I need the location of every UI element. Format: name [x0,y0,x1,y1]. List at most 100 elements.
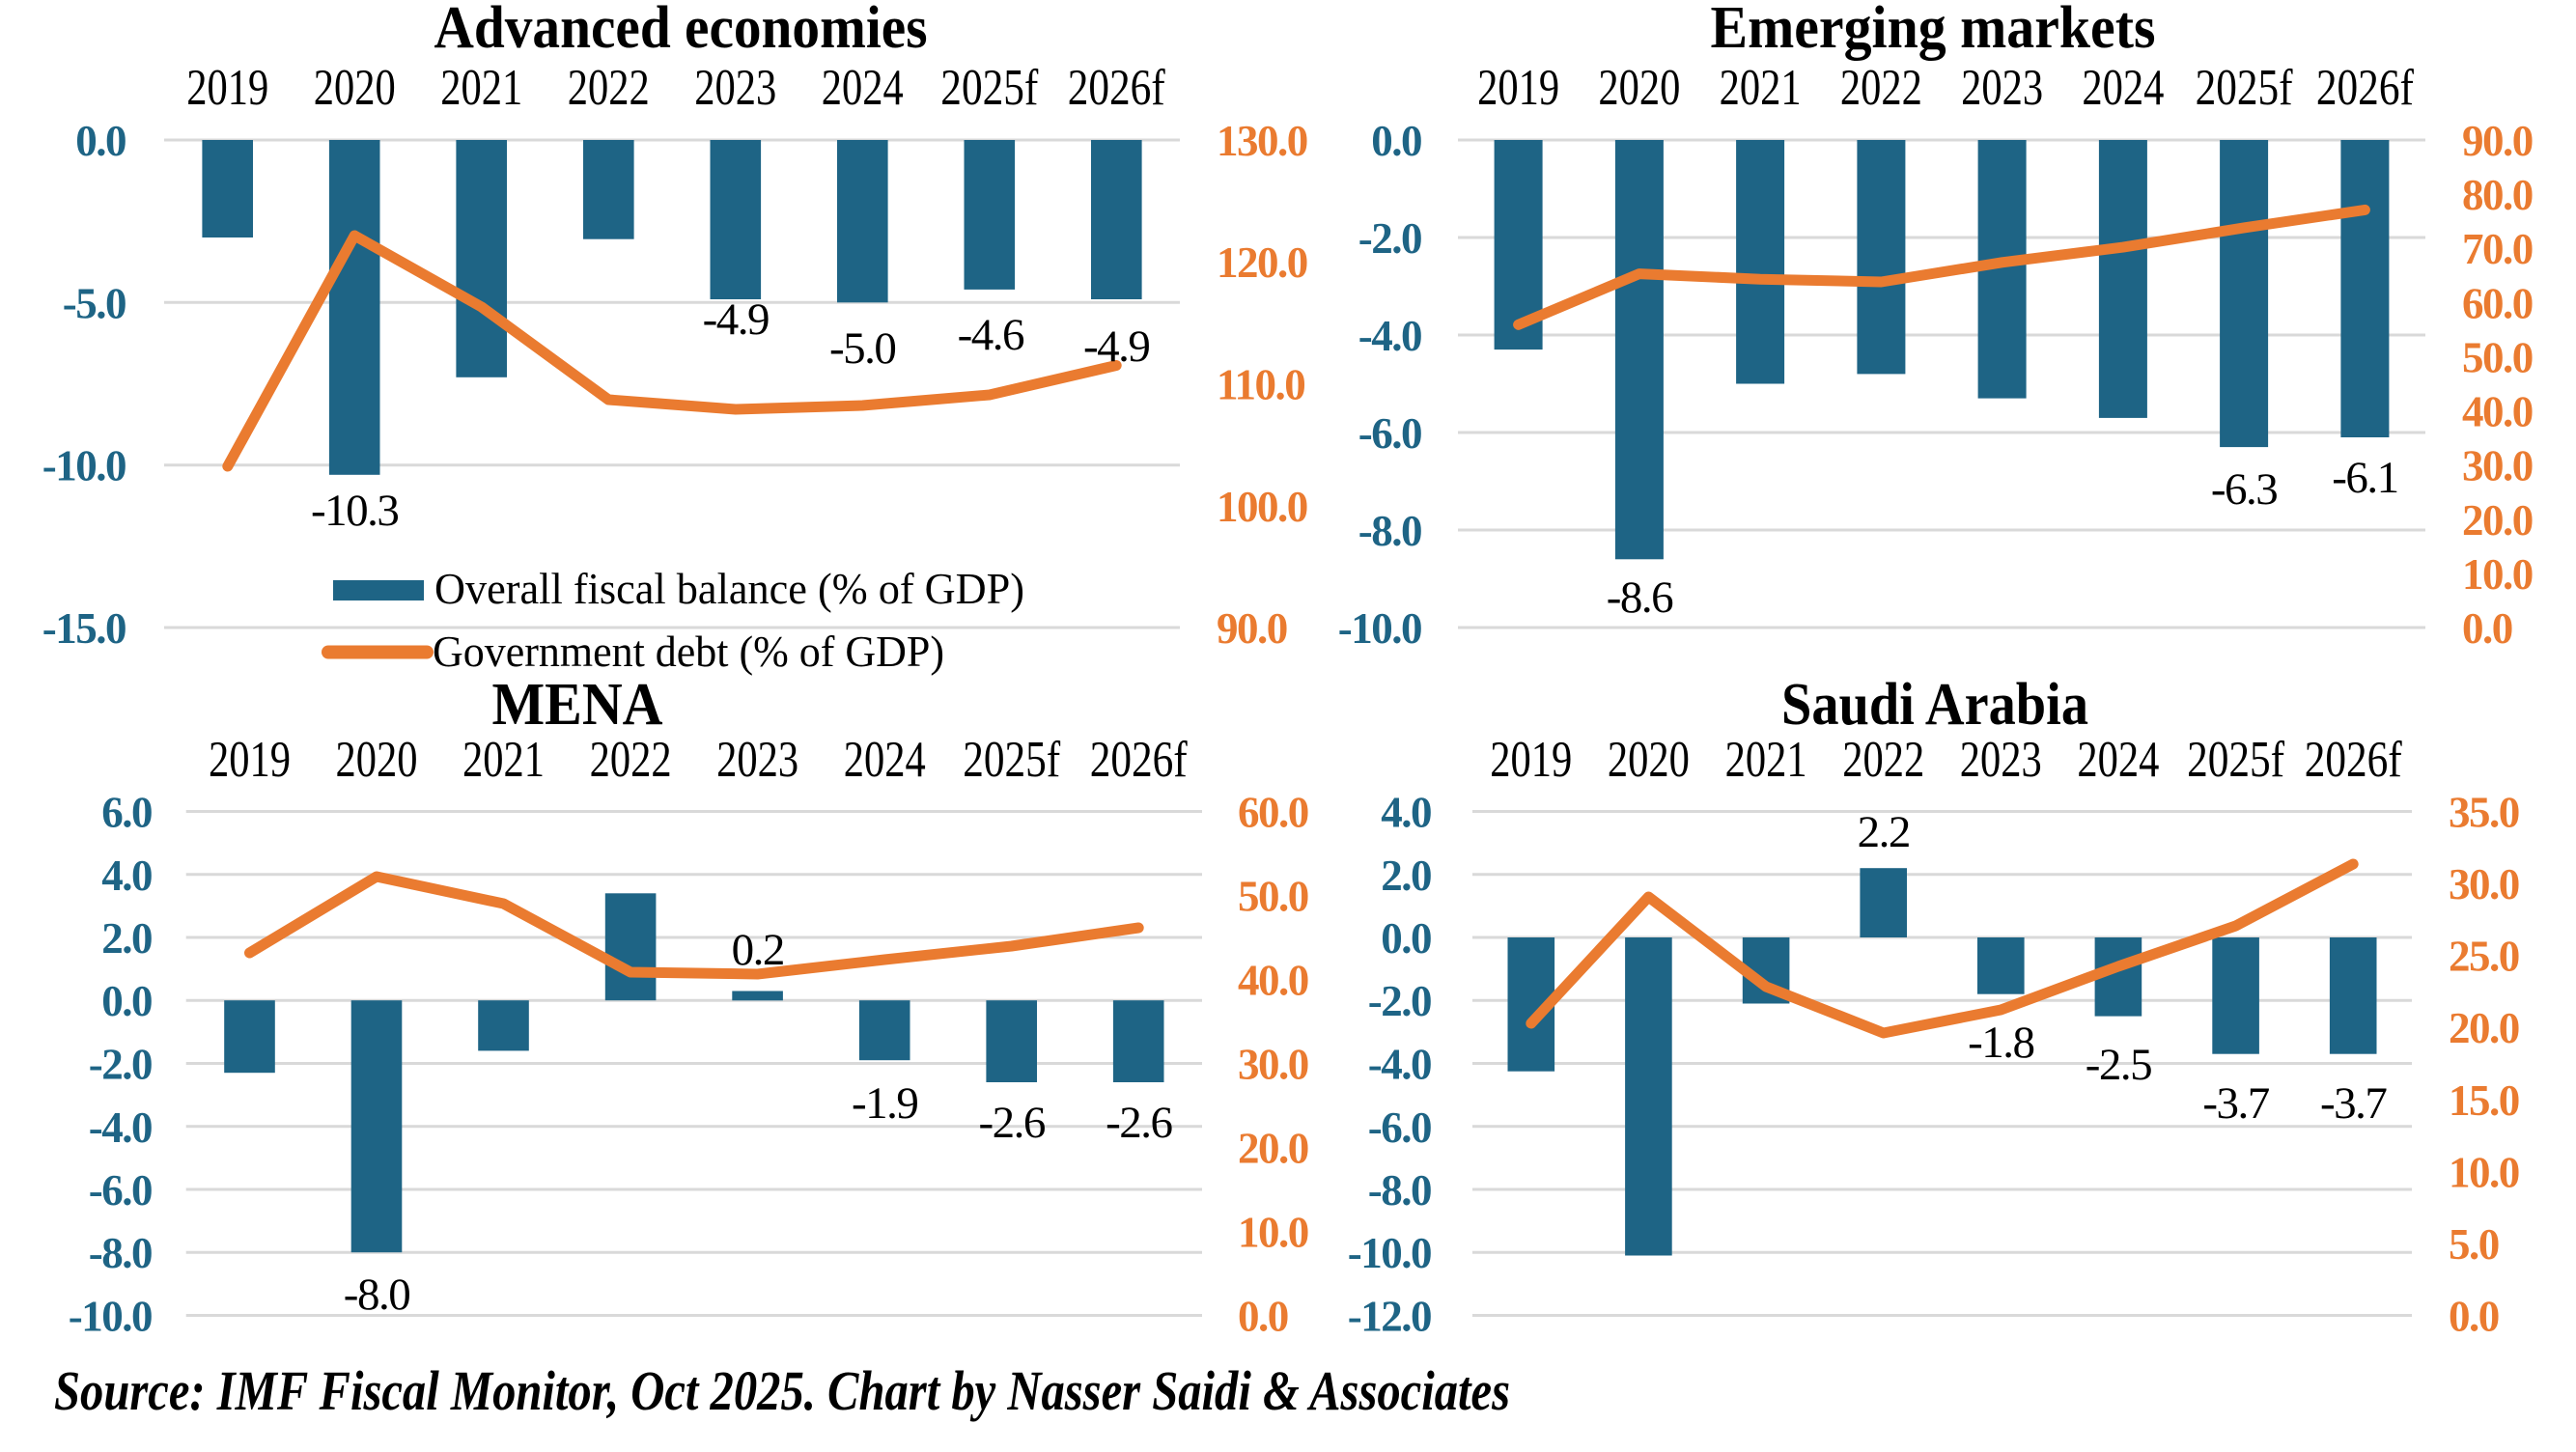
svg-text:2023: 2023 [1961,60,2043,116]
svg-text:-2.6: -2.6 [1106,1098,1172,1148]
svg-text:2019: 2019 [1490,732,1572,788]
svg-text:30.0: 30.0 [2462,442,2533,490]
svg-text:Overall fiscal balance (% of G: Overall fiscal balance (% of GDP) [434,564,1024,613]
svg-text:-8.0: -8.0 [344,1270,409,1320]
svg-text:-6.0: -6.0 [89,1166,152,1215]
svg-text:0.0: 0.0 [2449,1293,2499,1341]
svg-text:90.0: 90.0 [1217,604,1287,653]
svg-text:40.0: 40.0 [2462,388,2533,436]
svg-text:20.0: 20.0 [2449,1004,2519,1052]
svg-text:2026f: 2026f [1090,732,1188,788]
svg-text:35.0: 35.0 [2449,789,2519,837]
svg-text:50.0: 50.0 [2462,333,2533,381]
svg-text:-8.0: -8.0 [89,1229,152,1277]
svg-text:5.0: 5.0 [2449,1220,2499,1269]
svg-text:-6.3: -6.3 [2211,464,2277,515]
svg-text:2022: 2022 [1840,60,1922,116]
svg-text:0.0: 0.0 [2462,604,2512,653]
svg-text:130.0: 130.0 [1217,117,1307,165]
svg-text:-4.0: -4.0 [89,1103,152,1152]
svg-text:-4.9: -4.9 [1083,321,1149,372]
svg-text:50.0: 50.0 [1238,873,1308,921]
svg-text:20.0: 20.0 [2462,496,2533,544]
svg-text:-15.0: -15.0 [42,604,126,653]
svg-text:-8.6: -8.6 [1607,572,1673,623]
svg-text:-2.0: -2.0 [89,1041,152,1089]
svg-text:2025f: 2025f [940,60,1038,116]
svg-text:90.0: 90.0 [2462,117,2533,165]
svg-text:2025f: 2025f [2187,732,2284,788]
svg-text:40.0: 40.0 [1238,957,1308,1005]
svg-text:2025f: 2025f [2196,60,2293,116]
svg-text:-3.7: -3.7 [2202,1078,2269,1129]
svg-text:80.0: 80.0 [2462,171,2533,219]
svg-text:2022: 2022 [590,732,672,788]
svg-text:-1.9: -1.9 [852,1078,917,1129]
svg-text:-5.0: -5.0 [63,279,126,327]
svg-text:2023: 2023 [1960,732,2042,788]
svg-text:0.0: 0.0 [1381,914,1431,963]
svg-text:-10.0: -10.0 [1348,1229,1431,1277]
svg-text:2021: 2021 [440,60,522,116]
svg-text:120.0: 120.0 [1217,238,1307,287]
svg-text:10.0: 10.0 [2449,1148,2519,1196]
svg-text:-6.1: -6.1 [2332,453,2397,503]
svg-text:70.0: 70.0 [2462,225,2533,273]
svg-text:4.0: 4.0 [1381,789,1431,837]
svg-text:-4.9: -4.9 [703,294,769,345]
svg-text:-6.0: -6.0 [1358,409,1421,458]
svg-text:2023: 2023 [694,60,776,116]
svg-text:-12.0: -12.0 [1348,1293,1431,1341]
svg-text:2024: 2024 [2077,732,2159,788]
svg-text:-8.0: -8.0 [1368,1166,1431,1215]
svg-text:2024: 2024 [822,60,904,116]
svg-text:-3.7: -3.7 [2320,1078,2387,1129]
svg-text:2023: 2023 [716,732,798,788]
svg-text:-6.0: -6.0 [1368,1103,1431,1152]
svg-text:2.2: 2.2 [1858,807,1910,857]
svg-text:-2.6: -2.6 [978,1098,1045,1148]
svg-text:Saudi Arabia: Saudi Arabia [1781,672,2088,738]
svg-text:100.0: 100.0 [1217,483,1307,531]
svg-text:2.0: 2.0 [101,914,152,963]
svg-text:-10.3: -10.3 [311,486,398,536]
svg-text:-2.5: -2.5 [2086,1040,2151,1090]
svg-text:0.0: 0.0 [75,117,126,165]
svg-text:0.0: 0.0 [1238,1293,1288,1341]
svg-text:-10.0: -10.0 [1338,604,1421,653]
svg-text:2019: 2019 [186,60,268,116]
svg-text:2020: 2020 [336,732,418,788]
svg-text:-10.0: -10.0 [42,442,126,490]
svg-text:Source: IMF Fiscal Monitor, Oc: Source: IMF Fiscal Monitor, Oct 2025. Ch… [54,1359,1510,1422]
svg-text:-4.6: -4.6 [958,310,1024,360]
svg-text:4.0: 4.0 [101,852,152,900]
svg-text:60.0: 60.0 [2462,279,2533,327]
svg-text:30.0: 30.0 [1238,1041,1308,1089]
svg-text:2024: 2024 [2082,60,2164,116]
svg-text:-2.0: -2.0 [1368,977,1431,1025]
svg-text:Advanced economies: Advanced economies [434,0,928,61]
svg-text:0.0: 0.0 [101,977,152,1025]
svg-text:2021: 2021 [1720,60,1802,116]
svg-text:2022: 2022 [568,60,650,116]
svg-text:15.0: 15.0 [2449,1076,2519,1125]
svg-text:10.0: 10.0 [1238,1209,1308,1257]
svg-text:-8.0: -8.0 [1358,507,1421,555]
svg-text:-4.0: -4.0 [1358,312,1421,360]
svg-text:30.0: 30.0 [2449,860,2519,908]
svg-text:2019: 2019 [209,732,291,788]
svg-text:2026f: 2026f [2316,60,2414,116]
svg-text:2021: 2021 [462,732,545,788]
svg-text:2025f: 2025f [963,732,1060,788]
svg-text:2020: 2020 [1598,60,1680,116]
svg-text:-5.0: -5.0 [829,323,895,374]
svg-text:110.0: 110.0 [1217,361,1304,409]
svg-text:10.0: 10.0 [2462,550,2533,599]
svg-text:25.0: 25.0 [2449,933,2519,981]
svg-text:0.2: 0.2 [732,925,784,975]
svg-text:-1.8: -1.8 [1968,1018,2033,1068]
svg-text:0.0: 0.0 [1371,117,1421,165]
svg-text:20.0: 20.0 [1238,1125,1308,1173]
svg-text:2022: 2022 [1842,732,1924,788]
svg-text:Government debt (% of GDP): Government debt (% of GDP) [433,627,944,676]
